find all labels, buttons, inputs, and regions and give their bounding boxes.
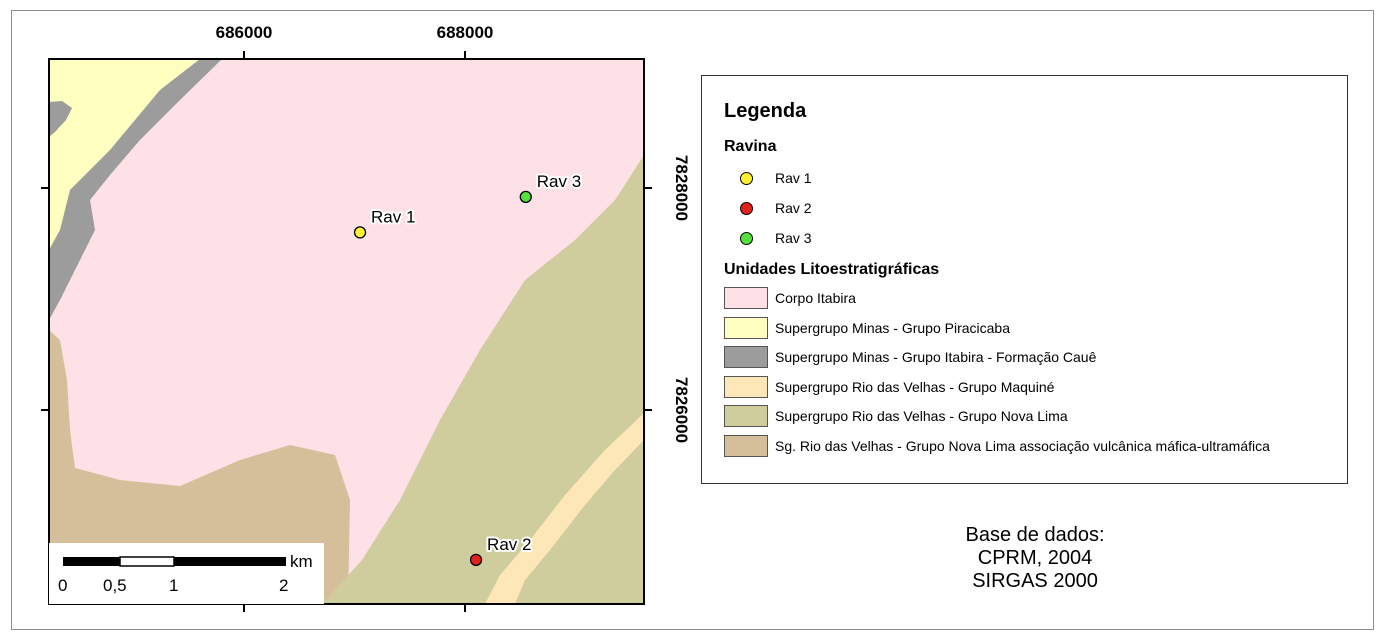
unit-piracicaba — [49, 59, 200, 250]
outer-frame — [11, 10, 1374, 630]
map-frame — [48, 58, 645, 605]
unit-vulcanica — [49, 330, 350, 604]
scale-label-1: 1 — [169, 576, 178, 595]
legend-ravina-item: Rav 3 — [724, 227, 812, 249]
x-tick-label: 688000 — [437, 23, 494, 42]
ravina-point[interactable] — [469, 553, 483, 566]
legend-unit-item: Corpo Itabira — [724, 285, 856, 311]
point-marker-icon — [740, 171, 753, 185]
legend-ravina-heading: Ravina — [724, 138, 777, 155]
scale-label-2: 2 — [279, 576, 288, 595]
unit-nova-lima — [322, 155, 644, 604]
ravina-point-label: Rav 1 — [371, 207, 415, 226]
x-tick-label: 686000 — [216, 23, 273, 42]
legend-unit-item: Supergrupo Minas - Grupo Piracicaba — [724, 315, 1010, 341]
legend-unit-label: Corpo Itabira — [775, 290, 856, 306]
scale-label-0: 0 — [58, 576, 67, 595]
unit-maquine — [485, 413, 644, 604]
unit-swatch — [724, 375, 768, 398]
legend-unit-item: Sg. Rio das Velhas - Grupo Nova Lima ass… — [724, 433, 1270, 459]
point-marker-icon — [740, 201, 753, 215]
unit-caue-lens — [49, 101, 72, 137]
legend-ravina-item: Rav 2 — [724, 197, 812, 219]
legend-ravina-label: Rav 3 — [775, 230, 812, 246]
legend-unit-item: Supergrupo Minas - Grupo Itabira - Forma… — [724, 344, 1096, 370]
y-tick-label: 7826000 — [672, 377, 691, 443]
ravina-point[interactable] — [353, 226, 367, 239]
unit-swatch — [724, 405, 768, 427]
credits-line-2: CPRM, 2004 — [977, 547, 1093, 569]
legend-title: Legenda — [724, 100, 807, 122]
unit-swatch — [724, 316, 768, 339]
legend-units-heading: Unidades Litoestratigráficas — [724, 261, 940, 278]
unit-swatch — [724, 434, 768, 457]
data-credits: Base de dados: CPRM, 2004 SIRGAS 2000 — [880, 524, 1190, 593]
legend-ravina-item: Rav 1 — [724, 167, 812, 189]
scale-label-0-5: 0,5 — [103, 576, 127, 595]
credits-line-1: Base de dados: — [965, 524, 1105, 546]
unit-swatch — [724, 346, 768, 368]
legend-unit-item: Supergrupo Rio das Velhas - Grupo Nova L… — [724, 403, 1068, 429]
legend-unit-label: Supergrupo Minas - Grupo Itabira - Forma… — [775, 349, 1097, 365]
legend-unit-label: Sg. Rio das Velhas - Grupo Nova Lima ass… — [775, 437, 1270, 454]
scale-segment-2 — [119, 556, 175, 567]
scale-segment-3 — [174, 557, 286, 566]
scale-bar-background — [49, 543, 324, 604]
scale-segment-1 — [63, 557, 120, 566]
ravina-point-label: Rav 2 — [487, 535, 531, 554]
y-tick-label: 7828000 — [672, 155, 691, 221]
legend-unit-label: Supergrupo Minas - Grupo Piracicaba — [775, 319, 1011, 336]
ravina-point-label: Rav 3 — [537, 172, 581, 191]
y-axis: 7828000 7826000 — [41, 155, 691, 443]
legend-unit-label: Supergrupo Rio das Velhas - Grupo Nova L… — [775, 408, 1068, 424]
legend-ravina-label: Rav 2 — [775, 200, 812, 216]
x-axis: 686000 688000 — [216, 23, 494, 612]
unit-caue-north — [49, 59, 222, 320]
scale-bar: km 0 0,5 1 2 — [49, 543, 324, 604]
legend-unit-item: Supergrupo Rio das Velhas - Grupo Maquin… — [724, 374, 1054, 400]
ravina-point[interactable] — [519, 190, 532, 204]
point-marker-icon — [740, 231, 753, 245]
credits-line-3: SIRGAS 2000 — [972, 570, 1098, 592]
ravina-points: Rav 1 Rav 2 Rav 3 — [353, 170, 583, 566]
scale-unit: km — [290, 552, 313, 571]
unit-swatch — [724, 287, 768, 309]
legend-ravina-label: Rav 1 — [775, 170, 812, 186]
legend: Legenda Ravina Rav 1 Rav 2 Rav 3 Unidades … — [701, 75, 1348, 484]
legend-unit-label: Supergrupo Rio das Velhas - Grupo Maquin… — [775, 378, 1055, 395]
